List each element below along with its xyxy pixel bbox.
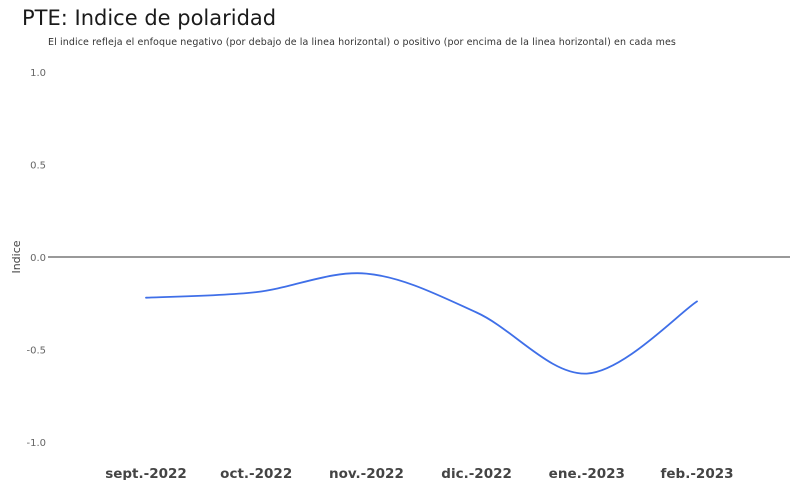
- data-point: [363, 271, 369, 277]
- data-point: [584, 371, 590, 377]
- y-tick-label: -0.5: [26, 346, 46, 357]
- data-point: [143, 295, 149, 301]
- x-tick-label: ene.-2023: [549, 466, 625, 480]
- data-point: [253, 289, 259, 295]
- x-tick-label: oct.-2022: [220, 466, 292, 480]
- series-layer: [143, 271, 700, 377]
- y-axis-ticks: 1.0 0.5 0.0 -0.5 -1.0: [26, 68, 46, 449]
- x-axis-ticks: sept.-2022 oct.-2022 nov.-2022 dic.-2022 ene…: [105, 466, 733, 480]
- chart-subtitle: El indice refleja el enfoque negativo (p…: [48, 37, 676, 48]
- y-tick-label: 1.0: [30, 68, 46, 79]
- y-axis-title: Indice: [10, 240, 23, 273]
- x-tick-label: feb.-2023: [661, 466, 734, 480]
- y-tick-label: 0.0: [30, 253, 46, 264]
- y-tick-label: -1.0: [26, 438, 46, 449]
- data-point: [694, 298, 700, 304]
- x-tick-label: nov.-2022: [329, 466, 404, 480]
- data-point: [474, 310, 480, 316]
- series-line: [145, 272, 698, 375]
- x-tick-label: sept.-2022: [105, 466, 187, 480]
- x-tick-label: dic.-2022: [441, 466, 512, 480]
- chart-title: PTE: Indice de polaridad: [22, 6, 277, 30]
- y-tick-label: 0.5: [30, 161, 46, 172]
